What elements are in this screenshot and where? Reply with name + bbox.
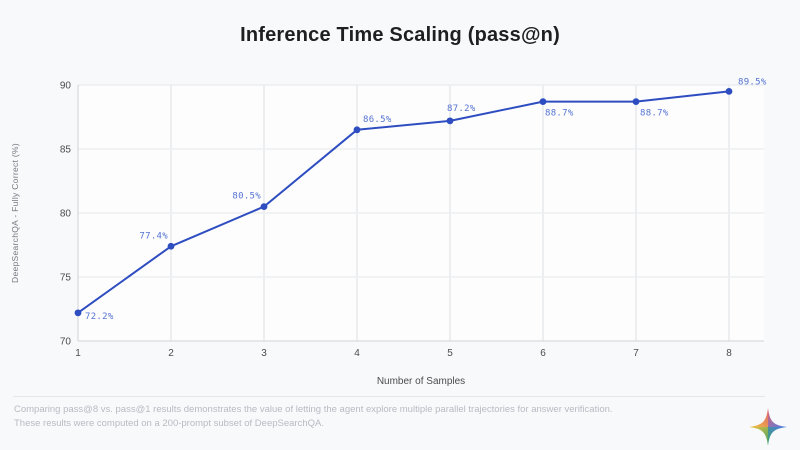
- svg-text:75: 75: [60, 273, 72, 284]
- svg-text:88.7%: 88.7%: [545, 109, 574, 119]
- svg-text:7: 7: [633, 348, 639, 359]
- svg-text:4: 4: [354, 348, 360, 359]
- svg-text:8: 8: [726, 348, 732, 359]
- svg-text:5: 5: [447, 348, 453, 359]
- footer-divider: [13, 396, 765, 397]
- line-chart: 70 75 80 85 90 1 2 3 4 5 6 7 8 72.2% 77.4% 80.5% 86.5% 87…: [60, 77, 767, 359]
- svg-text:3: 3: [261, 348, 267, 359]
- svg-text:70: 70: [60, 337, 72, 348]
- x-axis-title: Number of Samples: [376, 376, 466, 387]
- footnote-line-2: These results were computed on a 200-pro…: [14, 418, 324, 429]
- svg-text:80: 80: [60, 209, 72, 220]
- svg-text:86.5%: 86.5%: [363, 115, 392, 125]
- svg-text:87.2%: 87.2%: [447, 104, 476, 114]
- chart-title: Inference Time Scaling (pass@n): [240, 24, 560, 46]
- svg-text:2: 2: [168, 348, 174, 359]
- svg-text:89.5%: 89.5%: [738, 77, 767, 87]
- svg-text:90: 90: [60, 81, 72, 92]
- gemini-sparkle-icon: [749, 408, 787, 446]
- svg-text:77.4%: 77.4%: [139, 231, 168, 241]
- svg-text:72.2%: 72.2%: [85, 312, 114, 322]
- footnote-line-1: Comparing pass@8 vs. pass@1 results demo…: [14, 404, 613, 415]
- svg-text:88.7%: 88.7%: [640, 109, 669, 119]
- svg-text:85: 85: [60, 145, 72, 156]
- svg-text:6: 6: [540, 348, 546, 359]
- svg-text:80.5%: 80.5%: [232, 192, 261, 202]
- svg-text:1: 1: [75, 348, 81, 359]
